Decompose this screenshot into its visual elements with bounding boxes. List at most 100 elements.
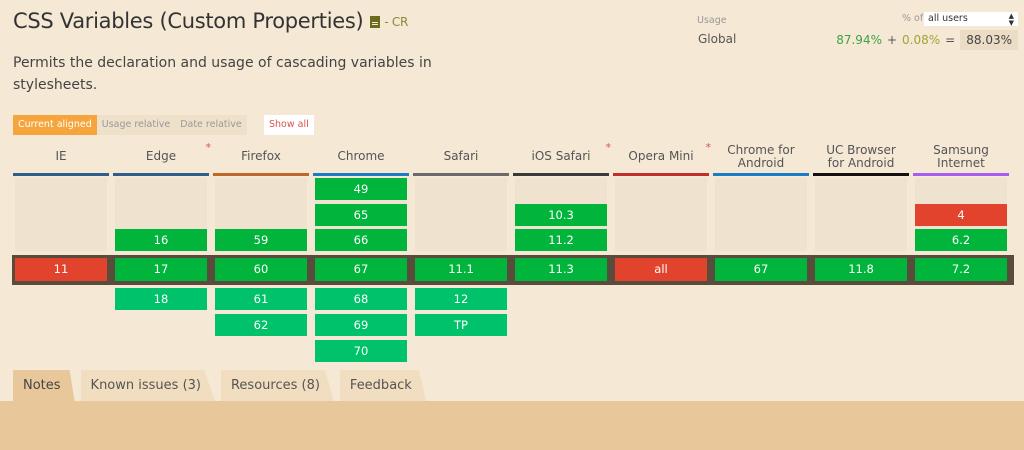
tab-feedback[interactable]: Feedback	[339, 370, 426, 401]
browser-column: 4 6.2 7.2	[913, 178, 1009, 368]
browser-name: Samsung Internet	[933, 142, 989, 170]
browser-header-firefox[interactable]: Firefox	[213, 140, 309, 176]
browser-color-bar	[113, 173, 209, 176]
browser-column: 11.1 12 TP	[413, 178, 509, 368]
feature-description: Permits the declaration and usage of cas…	[13, 55, 432, 93]
browser-name: Chrome	[337, 149, 385, 163]
version-cell[interactable]: 16	[115, 229, 207, 251]
version-cell[interactable]: 11.1	[415, 258, 507, 281]
browser-color-bar	[313, 173, 409, 176]
browser-name: UC Browser for Android	[826, 142, 896, 170]
browser-name: iOS Safari	[531, 149, 591, 163]
browser-header-safari[interactable]: Safari	[413, 140, 509, 176]
plus-sign: +	[886, 33, 898, 47]
browser-name: Opera Mini	[628, 149, 694, 163]
browser-header-chrome[interactable]: Chrome	[313, 140, 409, 176]
current-aligned-button[interactable]: Current aligned	[13, 115, 97, 135]
version-cell[interactable]: 18	[115, 288, 207, 310]
tab-known-issues[interactable]: Known issues (3)	[80, 370, 215, 401]
users-select-value: all users	[928, 13, 968, 24]
browser-header-uc-browser-for-android[interactable]: UC Browser for Android	[813, 140, 909, 176]
date-relative-button[interactable]: Date relative	[175, 115, 247, 135]
feature-title: CSS Variables (Custom Properties)	[13, 9, 364, 33]
version-cell[interactable]: 10.3	[515, 204, 607, 226]
version-cell[interactable]: 49	[315, 178, 407, 200]
browser-header-edge[interactable]: Edge *	[113, 140, 212, 176]
support-table: 11 16 17 18 59 60 61 62 49 65 66 67 68 69 70 11.1 12 TP 10…	[13, 178, 1013, 368]
usage-label: Usage	[697, 15, 727, 26]
browser-color-bar	[413, 173, 509, 176]
version-cell[interactable]: TP	[415, 314, 507, 336]
browser-color-bar	[813, 173, 909, 176]
version-cell[interactable]: 6.2	[915, 229, 1007, 251]
version-cell[interactable]: 66	[315, 229, 407, 251]
version-cell[interactable]: 65	[315, 204, 407, 226]
version-cell[interactable]: 11.8	[815, 258, 907, 281]
page-title: CSS Variables (Custom Properties) - CR	[13, 9, 408, 33]
equals-sign: =	[945, 33, 956, 47]
tab-notes[interactable]: Notes	[13, 370, 75, 401]
percent-of-label: % of	[902, 13, 924, 24]
past-versions-background	[15, 178, 107, 251]
usage-region: Global	[698, 32, 737, 46]
spec-status[interactable]: - CR	[384, 15, 409, 29]
version-cell[interactable]: 11.3	[515, 258, 607, 281]
browser-header-chrome-for-android[interactable]: Chrome for Android	[713, 140, 809, 176]
browser-column: 11.8	[813, 178, 909, 368]
version-cell[interactable]: 12	[415, 288, 507, 310]
browser-headers: IE Edge * Firefox Chrome Safari iOS Safari * Ope…	[13, 140, 1013, 176]
past-versions-background	[815, 178, 907, 251]
past-versions-background	[615, 178, 707, 251]
version-cell[interactable]: 60	[215, 258, 307, 281]
browser-column: 10.3 11.2 11.3	[513, 178, 609, 368]
version-cell[interactable]: 11.2	[515, 229, 607, 251]
version-cell[interactable]: 17	[115, 258, 207, 281]
show-all-button[interactable]: Show all	[264, 115, 314, 135]
version-cell[interactable]: 67	[715, 258, 807, 281]
browser-name: Safari	[443, 149, 479, 163]
past-versions-background	[415, 178, 507, 251]
browser-header-ios-safari[interactable]: iOS Safari *	[513, 140, 612, 176]
note-star-icon[interactable]: *	[605, 141, 612, 154]
version-cell[interactable]: 59	[215, 229, 307, 251]
browser-color-bar	[713, 173, 809, 176]
browser-column: 59 60 61 62	[213, 178, 309, 368]
usage-partial: 0.08%	[902, 33, 941, 47]
browser-color-bar	[613, 173, 709, 176]
version-cell[interactable]: 61	[215, 288, 307, 310]
browser-color-bar	[13, 173, 109, 176]
select-arrows-icon: ▲ ▼	[1008, 12, 1014, 27]
browser-column: 49 65 66 67 68 69 70	[313, 178, 409, 368]
version-cell[interactable]: 67	[315, 258, 407, 281]
version-cell[interactable]: 11	[15, 258, 107, 281]
note-star-icon[interactable]: *	[705, 141, 712, 154]
usage-full: 87.94%	[836, 33, 882, 47]
browser-column: 16 17 18	[113, 178, 209, 368]
browser-color-bar	[213, 173, 309, 176]
version-cell[interactable]: 69	[315, 314, 407, 336]
version-cell[interactable]: 4	[915, 204, 1007, 226]
browser-name: Firefox	[241, 149, 281, 163]
usage-relative-button[interactable]: Usage relative	[96, 115, 176, 135]
document-icon[interactable]	[370, 16, 381, 28]
browser-header-opera-mini[interactable]: Opera Mini *	[613, 140, 712, 176]
browser-color-bar	[513, 173, 609, 176]
browser-header-ie[interactable]: IE	[13, 140, 109, 176]
usage-total: 88.03%	[960, 30, 1018, 50]
version-cell[interactable]: 62	[215, 314, 307, 336]
info-tabs: Notes Known issues (3) Resources (8) Feedba…	[13, 370, 432, 401]
browser-column: all	[613, 178, 709, 368]
view-mode-buttons: Current aligned Usage relative Date rela…	[13, 115, 247, 135]
past-versions-background	[715, 178, 807, 251]
version-cell[interactable]: 70	[315, 340, 407, 362]
users-select[interactable]: all users ▲ ▼	[924, 12, 1018, 27]
browser-column: 67	[713, 178, 809, 368]
browser-header-samsung-internet[interactable]: Samsung Internet	[913, 140, 1009, 176]
tab-panel	[0, 401, 1024, 450]
version-cell[interactable]: 68	[315, 288, 407, 310]
tab-resources[interactable]: Resources (8)	[220, 370, 334, 401]
note-star-icon[interactable]: *	[205, 141, 212, 154]
version-cell[interactable]: all	[615, 258, 707, 281]
browser-color-bar	[913, 173, 1009, 176]
version-cell[interactable]: 7.2	[915, 258, 1007, 281]
